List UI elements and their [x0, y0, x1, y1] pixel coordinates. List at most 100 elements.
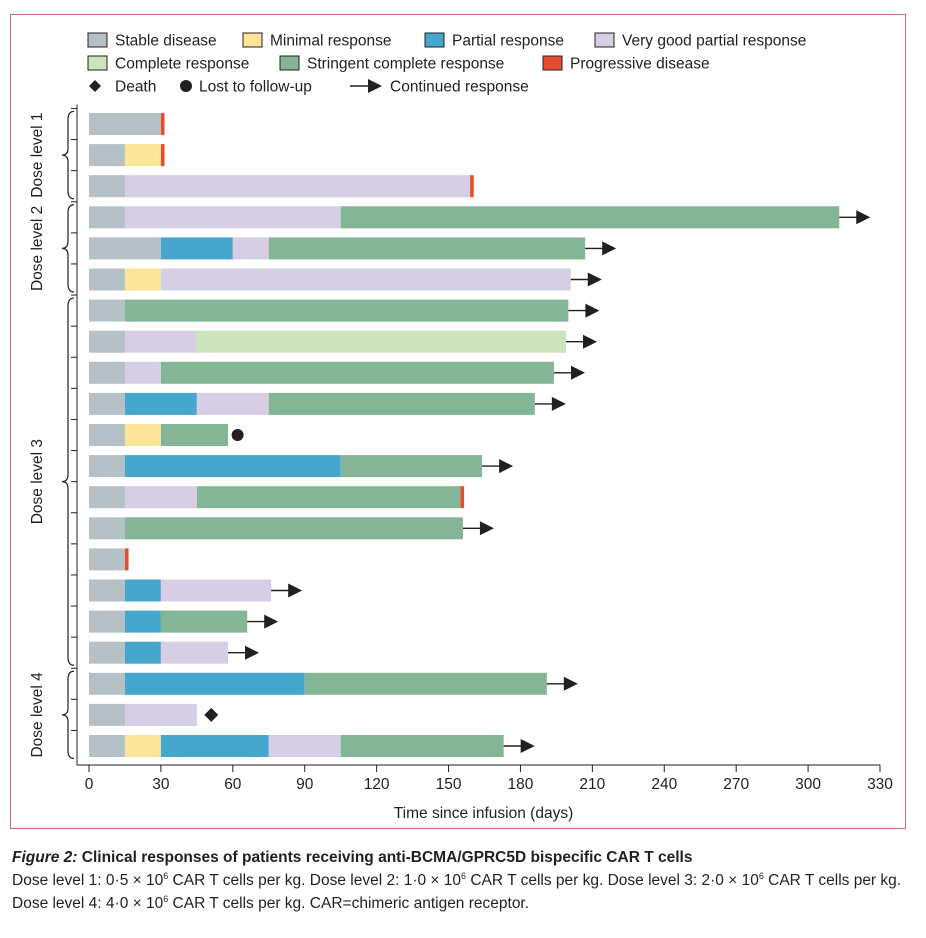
legend-label: Progressive disease	[570, 56, 710, 73]
bar-segment-stable	[89, 703, 125, 726]
bar-segment-vgpr	[124, 206, 341, 229]
bar-segment-stable	[89, 113, 161, 135]
x-tick-label: 30	[152, 776, 170, 793]
x-tick-label: 180	[508, 776, 534, 793]
dose-level-brace	[61, 670, 75, 760]
bar-segment-stable	[89, 175, 125, 198]
lost-to-follow-up-marker	[231, 429, 244, 441]
caption-dl2-exp: 6	[461, 871, 467, 881]
bar-segment-stable	[89, 361, 125, 384]
legend-item-partial: Partial response	[424, 32, 564, 50]
bar-segment-stable	[89, 206, 125, 229]
patient-row	[89, 392, 566, 415]
bar-segment-complete	[196, 330, 566, 353]
patient-row	[89, 735, 535, 757]
bar-segment-vgpr	[124, 330, 197, 353]
legend-item-death: Death	[89, 79, 156, 96]
bar-segment-vgpr	[124, 486, 197, 509]
continued-arrow	[585, 303, 600, 318]
bar-segment-progressive	[460, 486, 465, 509]
legend-label: Complete response	[115, 56, 249, 73]
continued-arrow	[479, 521, 494, 536]
bar-segment-stable	[89, 299, 125, 322]
legend: Stable disease Minimal response Partial re…	[87, 32, 806, 96]
caption-dl1-exp: 6	[163, 871, 169, 881]
figure-label: Figure 2:	[12, 849, 78, 866]
legend-item-vgpr: Very good partial response	[594, 32, 806, 50]
lost-to-follow-up-icon	[180, 80, 192, 92]
legend-swatch-complete	[87, 55, 108, 71]
bar-segment-stable	[89, 144, 125, 167]
legend-label: Death	[115, 79, 156, 96]
continued-arrow-icon	[368, 79, 382, 93]
legend-swatch-stable	[87, 32, 108, 48]
bar-segment-vgpr	[268, 735, 341, 757]
bar-segment-stringent	[160, 610, 248, 633]
bar-segment-minimal	[124, 424, 161, 446]
x-tick-label: 210	[579, 776, 605, 793]
bar-segment-stringent	[268, 392, 535, 415]
bar-segment-stringent	[196, 486, 461, 509]
bar-segment-stable	[89, 517, 125, 540]
patient-row	[89, 144, 165, 167]
bar-segment-minimal	[124, 735, 161, 757]
bar-segment-minimal	[124, 268, 161, 291]
legend-item-complete: Complete response	[87, 55, 249, 73]
dose-level-groups: Dose level 1 Dose level 2 Dose level 3 Dose…	[29, 110, 75, 760]
dose-level-brace	[61, 297, 75, 666]
legend-item-progressive: Progressive disease	[542, 55, 710, 73]
legend-swatch-progressive	[542, 55, 563, 71]
legend-item-stringent: Stringent complete response	[279, 55, 504, 73]
bar-segment-stable	[89, 548, 125, 571]
caption-dl3-exp: 6	[758, 871, 764, 881]
patient-row	[89, 299, 600, 322]
patient-row	[89, 330, 597, 353]
legend-label: Minimal response	[270, 33, 391, 50]
death-marker	[204, 707, 219, 722]
legend-swatch-stringent	[279, 55, 300, 71]
bar-segment-stable	[89, 486, 125, 509]
caption-dl1: Dose level 1: 0·5 × 10	[12, 872, 164, 889]
patient-row	[89, 703, 219, 726]
bar-segment-stringent	[268, 237, 586, 260]
dose-level-label: Dose level 3	[29, 439, 46, 524]
bar-segment-stringent	[160, 424, 229, 446]
bar-segment-progressive	[470, 175, 474, 198]
dose-level-label: Dose level 1	[29, 112, 46, 197]
bar-segment-stringent	[160, 361, 555, 384]
legend-label: Partial response	[452, 33, 564, 50]
caption-body: Dose level 1: 0·5 × 106 CAR T cells per …	[12, 869, 912, 915]
bar-segment-partial	[160, 735, 269, 757]
x-axis-label: Time since infusion (days)	[394, 805, 573, 822]
patient-row	[89, 206, 871, 229]
legend-item-lost: Lost to follow-up	[180, 79, 312, 96]
figure-frame	[10, 14, 906, 829]
patient-row	[89, 424, 244, 446]
bar-segment-stable	[89, 237, 161, 260]
caption-dl2-rest: CAR T cells per kg.	[466, 872, 608, 889]
legend-item-minimal: Minimal response	[242, 32, 391, 50]
bar-segment-stringent	[304, 672, 547, 695]
patient-row	[89, 455, 514, 478]
x-tick-label: 90	[296, 776, 314, 793]
bar-segment-stringent	[340, 206, 840, 229]
patient-row	[89, 361, 586, 384]
bar-segment-progressive	[124, 548, 129, 571]
x-tick-label: 120	[364, 776, 390, 793]
bar-segment-stable	[89, 330, 125, 353]
continued-arrow	[551, 396, 566, 411]
continued-arrow	[563, 676, 578, 691]
bar-segment-stable	[89, 268, 125, 291]
patient-row	[89, 641, 260, 664]
bar-segment-vgpr	[124, 361, 161, 384]
bar-segment-progressive	[160, 144, 165, 167]
death-icon	[89, 80, 101, 92]
figure-title: Clinical responses of patients receiving…	[81, 849, 693, 866]
patient-row	[89, 548, 129, 571]
bar-segment-vgpr	[124, 703, 197, 726]
legend-swatch-vgpr	[594, 32, 615, 48]
bar-segment-vgpr	[160, 641, 229, 664]
patient-bars	[89, 113, 871, 757]
patient-row	[89, 486, 465, 509]
bar-segment-partial	[124, 672, 305, 695]
